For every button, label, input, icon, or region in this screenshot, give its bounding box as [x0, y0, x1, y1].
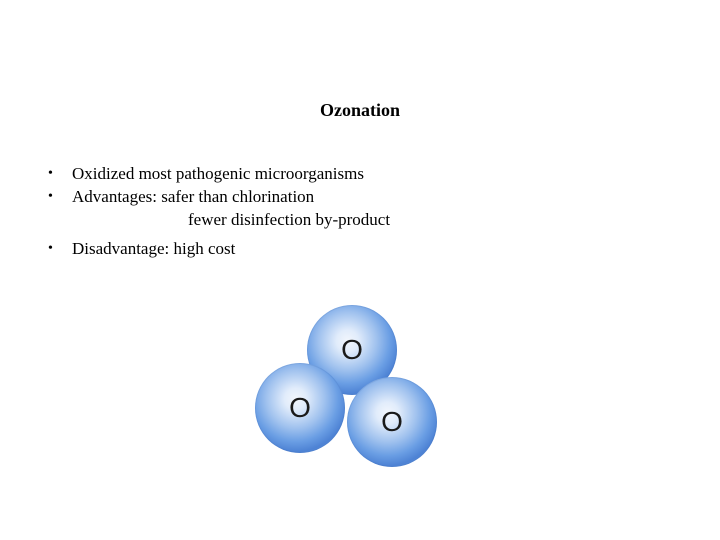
ozone-molecule-graphic: O O O	[235, 305, 485, 505]
bullet-subitem: fewer disinfection by-product	[48, 209, 720, 232]
bullet-item: • Oxidized most pathogenic microorganism…	[48, 163, 720, 186]
atom-label: O	[381, 406, 403, 438]
atom-label: O	[341, 334, 363, 366]
bullet-item: • Disadvantage: high cost	[48, 238, 720, 261]
bullet-text-1: Oxidized most pathogenic microorganisms	[72, 163, 720, 186]
atom-label: O	[289, 392, 311, 424]
bullet-item: • Advantages: safer than chlorination	[48, 186, 720, 209]
bullet-list: • Oxidized most pathogenic microorganism…	[0, 163, 720, 261]
bullet-text-3: Disadvantage: high cost	[72, 238, 720, 261]
bullet-marker-empty	[48, 209, 72, 211]
bullet-marker: •	[48, 238, 72, 259]
oxygen-atom-icon: O	[347, 377, 437, 467]
slide-title: Ozonation	[0, 100, 720, 121]
bullet-marker: •	[48, 163, 72, 184]
bullet-text-2a: Advantages: safer than chlorination	[72, 186, 720, 209]
slide: Ozonation • Oxidized most pathogenic mic…	[0, 0, 720, 540]
bullet-text-2b: fewer disinfection by-product	[72, 209, 720, 232]
oxygen-atom-icon: O	[255, 363, 345, 453]
bullet-marker: •	[48, 186, 72, 207]
